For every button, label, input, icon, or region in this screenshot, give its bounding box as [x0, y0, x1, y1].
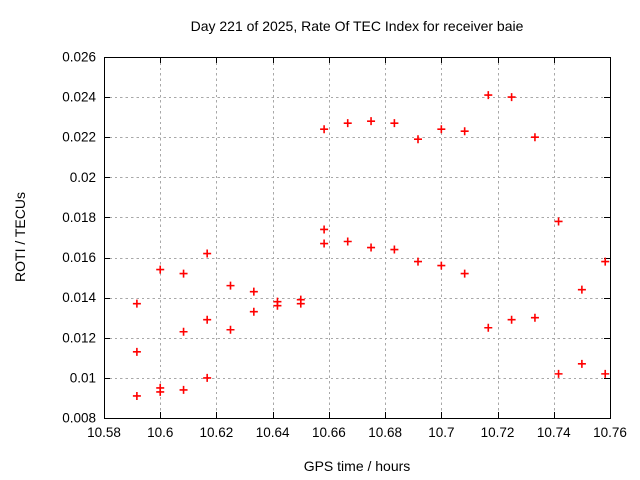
x-tick-label: 10.74	[537, 425, 571, 440]
y-tick-label: 0.022	[62, 130, 96, 145]
data-point	[320, 239, 329, 248]
data-point	[343, 237, 352, 246]
data-point	[414, 135, 423, 144]
data-point	[179, 385, 188, 394]
data-point	[390, 245, 399, 254]
data-point	[179, 327, 188, 336]
x-tick-label: 10.62	[200, 425, 234, 440]
y-tick-label: 0.016	[62, 250, 96, 265]
data-point	[484, 91, 493, 100]
data-point	[530, 313, 539, 322]
plot-border	[104, 57, 611, 419]
data-point	[320, 125, 329, 134]
data-point	[577, 285, 586, 294]
y-tick-label: 0.012	[62, 330, 96, 345]
data-point	[203, 315, 212, 324]
data-point	[460, 269, 469, 278]
data-point	[296, 299, 305, 308]
data-point	[507, 93, 516, 102]
x-tick-label: 10.58	[87, 425, 121, 440]
data-point	[460, 127, 469, 136]
data-point	[554, 217, 563, 226]
data-point	[203, 373, 212, 382]
data-point	[132, 391, 141, 400]
data-point	[367, 117, 376, 126]
data-point	[249, 307, 258, 316]
y-tick-label: 0.024	[62, 90, 96, 105]
data-point	[414, 257, 423, 266]
x-tick-label: 10.68	[368, 425, 402, 440]
y-tick-label: 0.026	[62, 50, 96, 65]
data-point	[226, 281, 235, 290]
data-point	[507, 315, 516, 324]
data-point	[249, 287, 258, 296]
y-tick-label: 0.008	[62, 411, 96, 426]
data-point	[156, 387, 165, 396]
data-point	[226, 325, 235, 334]
chart-title: Day 221 of 2025, Rate Of TEC Index for r…	[190, 18, 524, 34]
data-point	[273, 301, 282, 310]
x-tick-label: 10.76	[593, 425, 627, 440]
x-tick-label: 10.72	[481, 425, 515, 440]
data-point	[343, 119, 352, 128]
data-point	[320, 225, 329, 234]
data-point	[601, 369, 610, 378]
data-point	[437, 261, 446, 270]
y-tick-label: 0.018	[62, 210, 96, 225]
x-tick-label: 10.6	[147, 425, 173, 440]
data-point	[601, 257, 610, 266]
y-tick-label: 0.014	[62, 290, 96, 305]
x-tick-label: 10.64	[256, 425, 290, 440]
x-axis-label: GPS time / hours	[303, 458, 411, 474]
data-point	[390, 119, 399, 128]
data-point	[367, 243, 376, 252]
data-point	[484, 323, 493, 332]
data-point	[179, 269, 188, 278]
data-point	[530, 133, 539, 142]
y-tick-label: 0.01	[70, 370, 96, 385]
data-point	[437, 125, 446, 134]
y-tick-label: 0.02	[70, 170, 96, 185]
data-point	[132, 347, 141, 356]
data-point	[132, 299, 141, 308]
data-point	[554, 369, 563, 378]
data-point	[203, 249, 212, 258]
data-point	[577, 359, 586, 368]
x-tick-label: 10.7	[428, 425, 454, 440]
x-tick-label: 10.66	[312, 425, 346, 440]
data-point	[156, 265, 165, 274]
